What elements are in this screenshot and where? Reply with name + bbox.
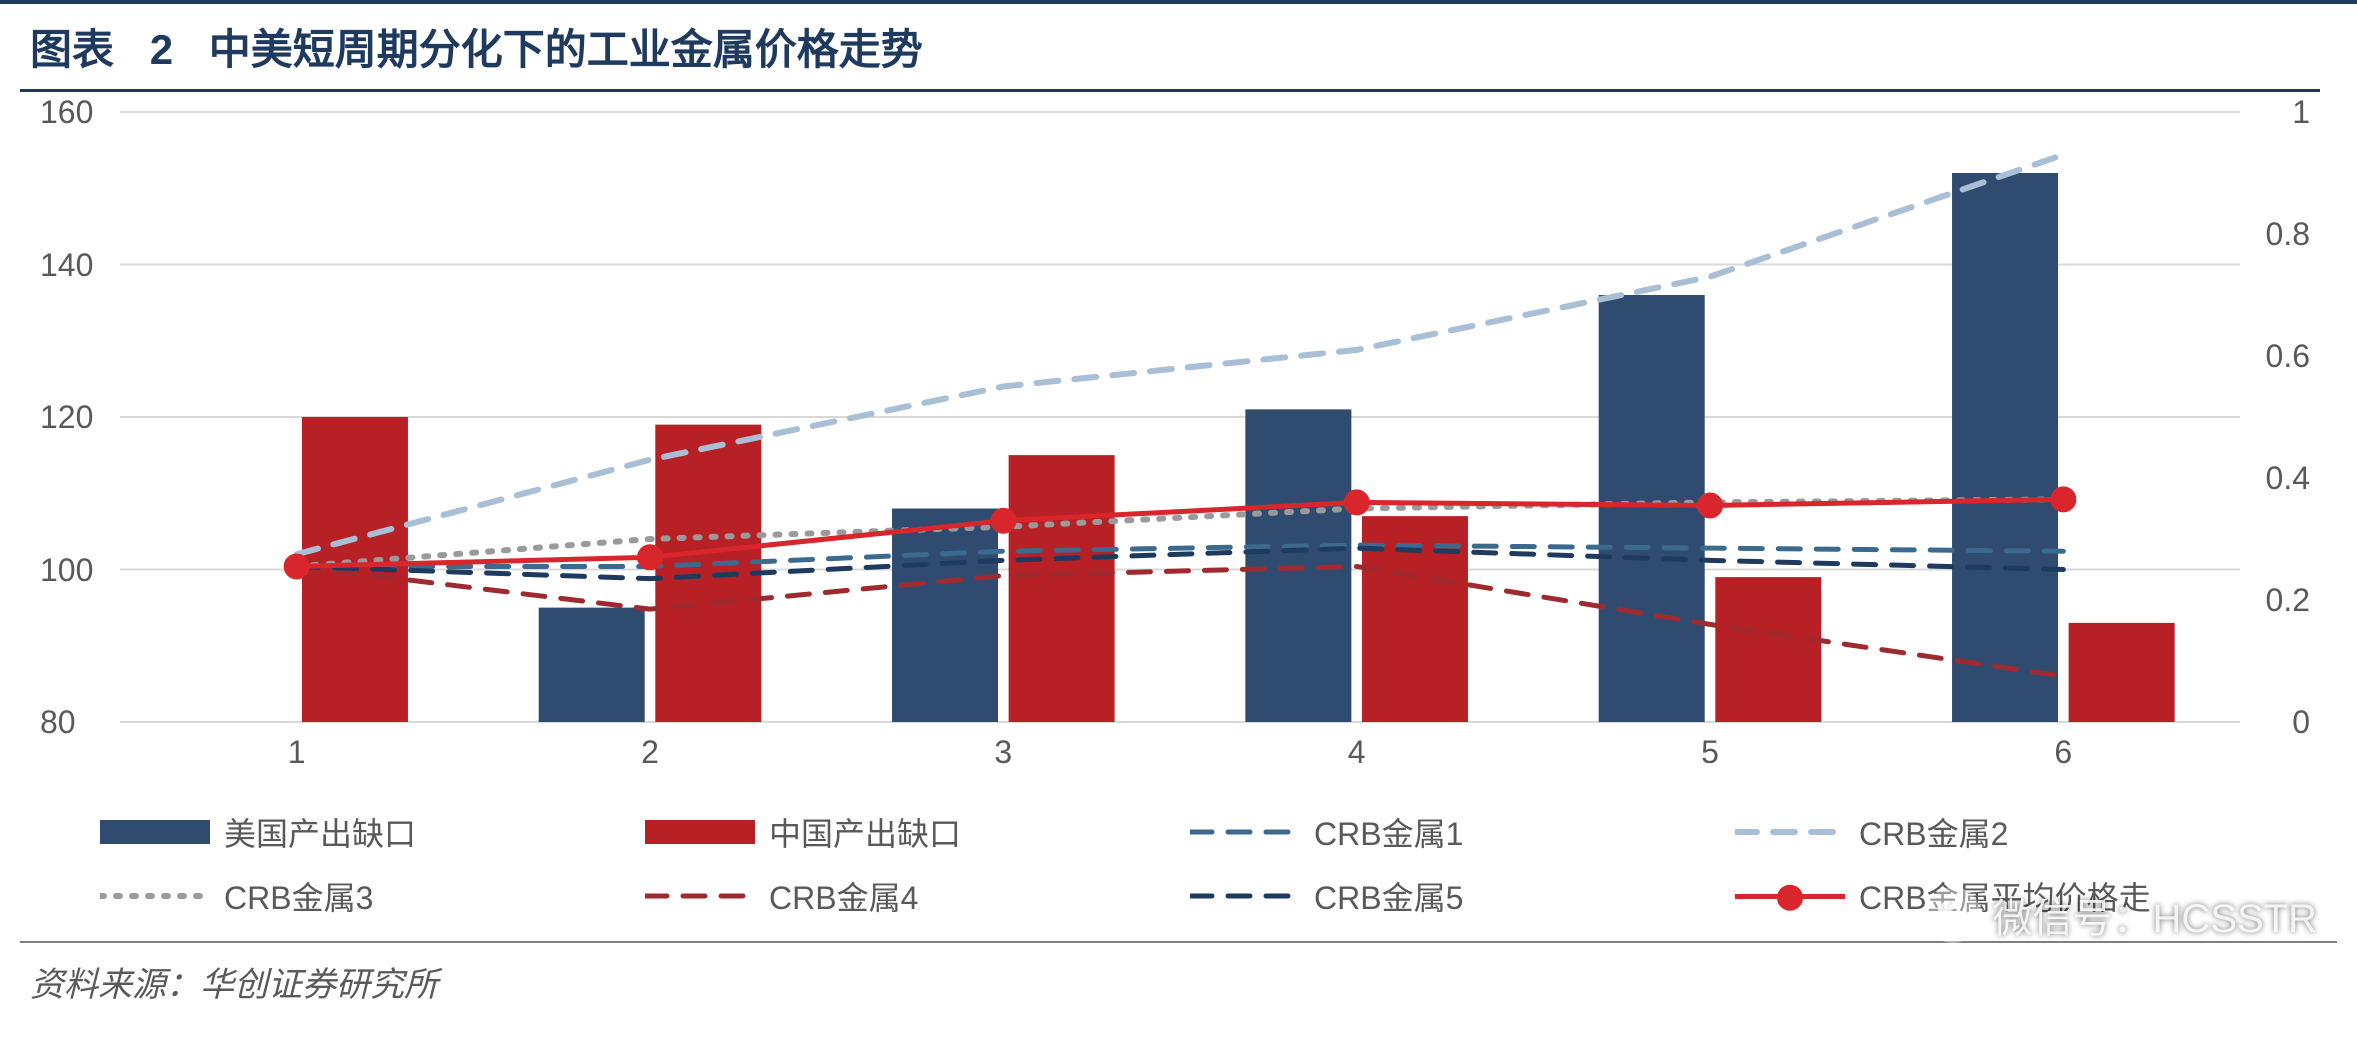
legend-label: CRB金属4 (769, 873, 918, 919)
y-left-tick: 140 (40, 247, 93, 284)
legend-line (645, 886, 755, 906)
legend-item: CRB金属2 (1735, 809, 2280, 855)
plot-region (120, 112, 2240, 722)
y-left-tick: 100 (40, 552, 93, 589)
legend-swatch (100, 820, 210, 844)
legend-item: 美国产出缺口 (100, 809, 645, 855)
x-tick: 6 (2054, 734, 2072, 771)
chart-area: 80 100 120 140 160 0 0.2 0.4 0.6 0.8 1 1 2 3 4 5 6 (20, 89, 2320, 789)
legend-line (1190, 886, 1300, 906)
legend-label: CRB金属1 (1314, 809, 1463, 855)
legend-item: CRB金属3 (100, 873, 645, 919)
series-line (297, 155, 2064, 555)
legend-swatch (645, 820, 755, 844)
bar (1599, 295, 1705, 722)
legend-label: CRB金属3 (224, 873, 373, 919)
legend-item: CRB金属4 (645, 873, 1190, 919)
series-marker (285, 554, 309, 578)
legend-item: CRB金属5 (1190, 873, 1735, 919)
wechat-icon (1925, 887, 1981, 943)
x-tick: 2 (641, 734, 659, 771)
x-tick: 1 (288, 734, 306, 771)
bar (539, 608, 645, 722)
legend-line (100, 886, 210, 906)
bar (1009, 455, 1115, 722)
legend-label: CRB金属2 (1859, 809, 2008, 855)
y-right-tick: 0.2 (2266, 582, 2310, 619)
title-number: 2 (150, 26, 173, 73)
x-tick: 4 (1348, 734, 1366, 771)
x-tick: 3 (994, 734, 1012, 771)
y-right-tick: 0.6 (2266, 338, 2310, 375)
bar (1952, 173, 2058, 722)
legend-label: CRB金属5 (1314, 873, 1463, 919)
watermark-text: 微信号：HCSSTR (1993, 886, 2317, 944)
y-right-tick: 1 (2292, 94, 2310, 131)
legend-label: 美国产出缺口 (224, 809, 416, 855)
bar (892, 509, 998, 723)
y-right-tick: 0.4 (2266, 460, 2310, 497)
source-text: 资料来源：华创证券研究所 (0, 943, 2357, 1006)
bar (1715, 577, 1821, 722)
plot-svg (120, 112, 2240, 722)
title-text: 中美短周期分化下的工业金属价格走势 (209, 26, 923, 73)
y-right-tick: 0.8 (2266, 216, 2310, 253)
x-tick: 5 (1701, 734, 1719, 771)
bar (2069, 623, 2175, 722)
legend-line (1735, 822, 1845, 842)
y-left-tick: 120 (40, 399, 93, 436)
chart-title-bar: 图表 2 中美短周期分化下的工业金属价格走势 (0, 0, 2357, 89)
series-marker (1345, 490, 1369, 514)
y-left-tick: 160 (40, 94, 93, 131)
bar (655, 425, 761, 722)
series-marker (1698, 493, 1722, 517)
legend-line (1190, 822, 1300, 842)
legend-item: CRB金属1 (1190, 809, 1735, 855)
series-line (297, 548, 2064, 579)
y-right-tick: 0 (2292, 704, 2310, 741)
series-marker (638, 545, 662, 569)
series-marker (2051, 487, 2075, 511)
title-prefix: 图表 (30, 26, 114, 73)
legend-item: 中国产出缺口 (645, 809, 1190, 855)
legend-line (1735, 894, 1845, 899)
legend-label: 中国产出缺口 (769, 809, 961, 855)
y-left-tick: 80 (40, 704, 76, 741)
watermark: 微信号：HCSSTR (1925, 886, 2317, 944)
series-marker (991, 509, 1015, 533)
